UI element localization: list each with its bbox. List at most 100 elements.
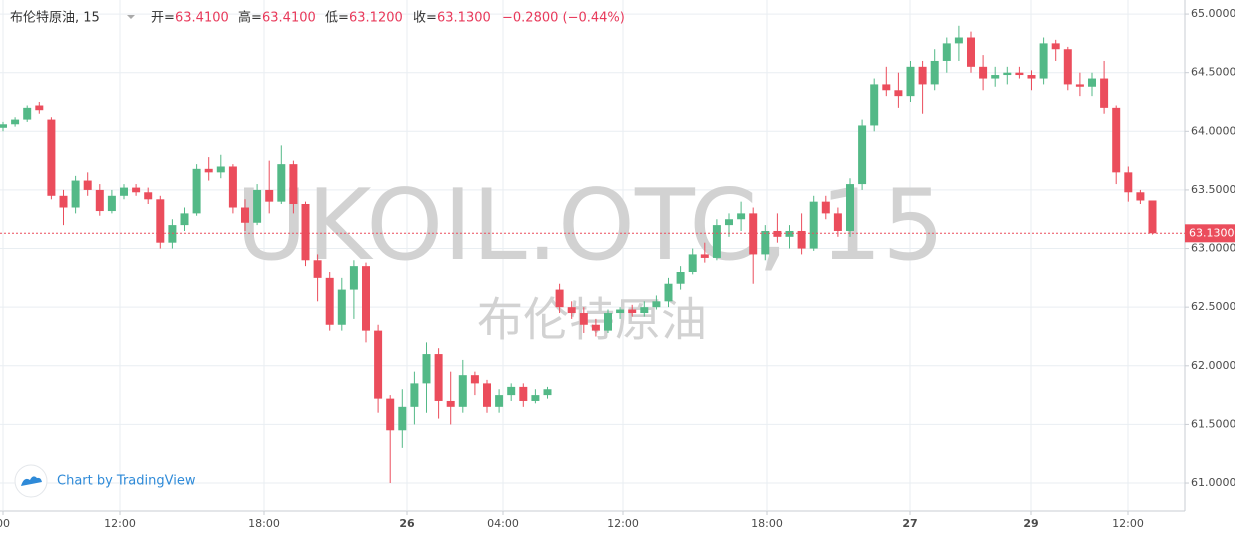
candle-body — [773, 230, 782, 237]
candle-body — [846, 184, 854, 231]
candle-body — [1027, 75, 1036, 79]
candle-body — [737, 213, 746, 220]
x-tick-label: 27 — [902, 517, 917, 530]
candle-body — [640, 307, 649, 314]
candle-body — [289, 164, 298, 204]
candle-body — [1148, 200, 1157, 234]
x-tick-label: 12:00 — [104, 517, 136, 530]
candle-body — [398, 406, 407, 431]
candle-body — [967, 37, 975, 67]
candle-body — [519, 386, 528, 401]
low-label: 低= — [325, 11, 349, 26]
candle-body — [216, 166, 225, 173]
candle-body — [107, 195, 116, 212]
candle-body — [95, 189, 104, 212]
candle-body — [132, 187, 141, 193]
candle-body — [604, 313, 612, 331]
candle-body — [579, 313, 588, 325]
close-value: 63.1300 — [437, 11, 491, 26]
candle-body — [313, 260, 322, 278]
candle-body — [1063, 49, 1072, 85]
candle-body — [156, 199, 165, 243]
candle-body — [458, 375, 467, 407]
symbol: 布伦特原油, 15 — [10, 11, 100, 26]
candle-body — [1088, 78, 1096, 87]
y-tick-label: 62.0000 — [1191, 359, 1235, 372]
candle-body — [434, 354, 443, 401]
branding-text[interactable]: Chart by TradingView — [57, 474, 196, 489]
candle-body — [337, 289, 346, 325]
candle-body — [168, 225, 177, 243]
candle-body — [1136, 192, 1145, 201]
candle-body — [543, 389, 552, 396]
candle-body — [749, 213, 758, 255]
dropdown-arrow[interactable] — [127, 15, 135, 19]
branding[interactable]: Chart by TradingView — [14, 464, 196, 498]
last-price-label: 63.1300 — [1189, 226, 1235, 239]
logo-cloud[interactable] — [21, 476, 42, 486]
x-tick-label: 12:00 — [607, 517, 639, 530]
y-tick-label: 62.5000 — [1191, 300, 1235, 313]
candles — [0, 25, 1157, 484]
candle-body — [688, 254, 697, 272]
candle-body — [1124, 172, 1133, 193]
candle-body — [628, 309, 637, 314]
candle-body — [858, 125, 867, 185]
y-tick-label: 61.0000 — [1191, 476, 1235, 489]
candle-body — [59, 195, 68, 208]
open-label: 开= — [151, 11, 175, 26]
candle-body — [664, 283, 673, 302]
open-value: 63.4100 — [175, 11, 229, 26]
candle-body — [785, 230, 794, 237]
candle-body — [495, 395, 504, 407]
candle-body — [894, 90, 903, 97]
candle-body — [470, 375, 479, 384]
candle-body — [1003, 72, 1012, 76]
x-tick-label: 26 — [399, 517, 415, 530]
candle-body — [567, 307, 576, 314]
candle-body — [11, 119, 20, 125]
candle-body — [1015, 72, 1024, 76]
candle-body — [1112, 107, 1121, 173]
candle-body — [422, 354, 431, 384]
x-tick-label: 29 — [1023, 517, 1038, 530]
x-tick-label: 00 — [0, 517, 10, 530]
candle-body — [1075, 84, 1084, 87]
candle-body — [23, 107, 32, 120]
candle-body — [0, 124, 7, 128]
y-tick-label: 65.0000 — [1191, 7, 1235, 20]
candle-body — [725, 219, 733, 226]
candle-body — [507, 386, 516, 396]
candle-body — [386, 398, 395, 431]
candle-body — [410, 383, 419, 407]
candle-body — [83, 180, 92, 190]
candle-body — [446, 400, 455, 407]
candle-body — [882, 84, 891, 91]
candle-body — [930, 60, 939, 85]
candle-body — [1039, 43, 1048, 79]
candle-body — [918, 66, 927, 85]
candle-body — [942, 43, 951, 61]
low-value: 63.1200 — [349, 11, 403, 26]
candle-body — [652, 301, 661, 308]
candle-body — [676, 272, 685, 284]
candle-body — [325, 277, 334, 325]
candle-body — [253, 189, 262, 223]
high-value: 63.4100 — [262, 11, 316, 26]
candle-body — [228, 166, 237, 208]
y-tick-label: 61.5000 — [1191, 417, 1235, 430]
candle-body — [362, 266, 370, 331]
candle-body — [700, 254, 709, 258]
candle-body — [797, 230, 806, 249]
x-tick-label: 18:00 — [751, 517, 783, 530]
candle-body — [531, 395, 540, 401]
candle-body — [555, 289, 564, 308]
candle-body — [712, 225, 721, 258]
candle-body — [349, 266, 358, 290]
candle-body — [120, 187, 128, 196]
y-tick-label: 64.0000 — [1191, 124, 1235, 137]
candle-body — [591, 324, 600, 331]
header: 布伦特原油, 15 开= 63.4100 高= 63.4100 低= 63.12… — [10, 10, 625, 26]
y-tick-label: 63.0000 — [1191, 242, 1235, 255]
